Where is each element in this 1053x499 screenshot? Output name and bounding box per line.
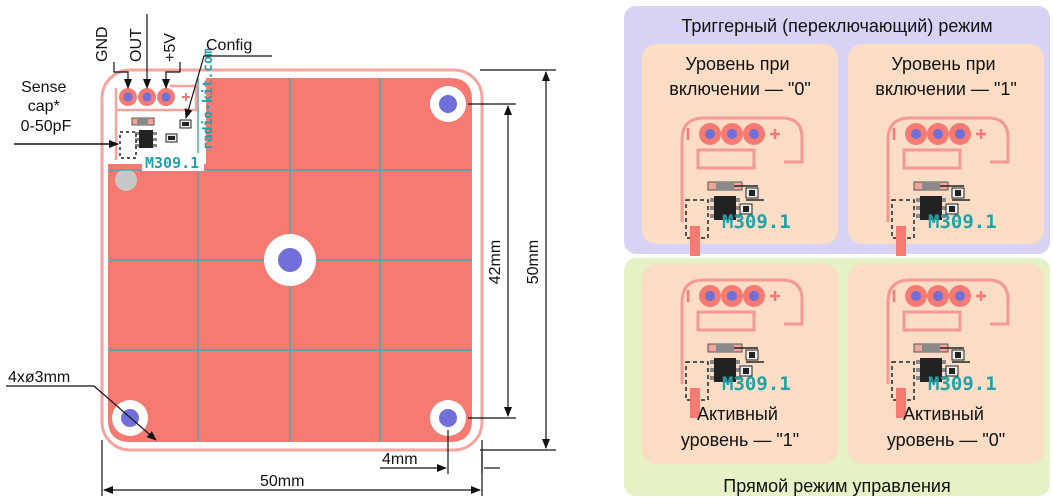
dim-hole-offset: 4mm	[382, 451, 418, 468]
gray-marker	[115, 169, 137, 191]
svg-text:Уровень при включении: Уровень при включении — "1"	[875, 54, 1016, 99]
svg-text:Уровень при включении: Уровень при включении — "0"	[669, 54, 810, 99]
direct-mode-title: Прямой режим управления	[723, 476, 950, 496]
site-label: radio-kit.com	[201, 48, 216, 150]
pin-label-out: OUT	[128, 28, 145, 62]
dim-width: 50mm	[260, 473, 304, 490]
connector-pins	[114, 84, 198, 160]
sense-cap-label: Sense cap* 0-50pF	[21, 79, 72, 135]
trigger-mode-panel: Триггерный (переключающий) режим Уровень…	[624, 6, 1050, 258]
direct-card-1: M309.1 Активный уровень — "0"	[848, 264, 1044, 464]
config-annotation: Config	[184, 37, 272, 119]
pin-labels: GND OUT +5V	[94, 14, 181, 89]
trigger-card-1: Уровень при включении — "1" M309.1	[848, 44, 1044, 258]
trigger-mode-title: Триггерный (переключающий) режим	[681, 16, 992, 36]
direct-card-0: M309.1 Активный уровень — "1"	[642, 264, 838, 464]
dim-height-outer: 50mm	[525, 240, 542, 284]
trigger-card-0: Уровень при включении — "0" M309.1	[642, 44, 838, 258]
chip-label: M309.1	[722, 211, 791, 233]
chip-label: M309.1	[928, 211, 997, 233]
dim-holes: 4xø3mm	[8, 369, 70, 386]
svg-text:Активный уровень — "0": Активный уровень — "0"	[887, 404, 1005, 450]
chip-label: M309.1	[145, 154, 199, 172]
chip-label: M309.1	[722, 373, 791, 395]
dim-height-inner: 42mm	[487, 240, 504, 284]
sense-cap-annotation: Sense cap* 0-50pF	[14, 79, 119, 148]
svg-text:Активный уровень — "1": Активный уровень — "1"	[681, 404, 799, 450]
board-outline	[100, 68, 484, 452]
direct-mode-panel: Прямой режим управления M309.1 Активный …	[624, 258, 1050, 496]
chip-label: M309.1	[928, 373, 997, 395]
pcb-board: radio-kit.com M309.1	[100, 48, 484, 452]
pin-label-gnd: GND	[94, 26, 111, 62]
pin-label-5v: +5V	[162, 33, 179, 62]
dimension-lines	[6, 69, 556, 496]
config-label: Config	[206, 37, 252, 54]
components	[119, 117, 192, 159]
